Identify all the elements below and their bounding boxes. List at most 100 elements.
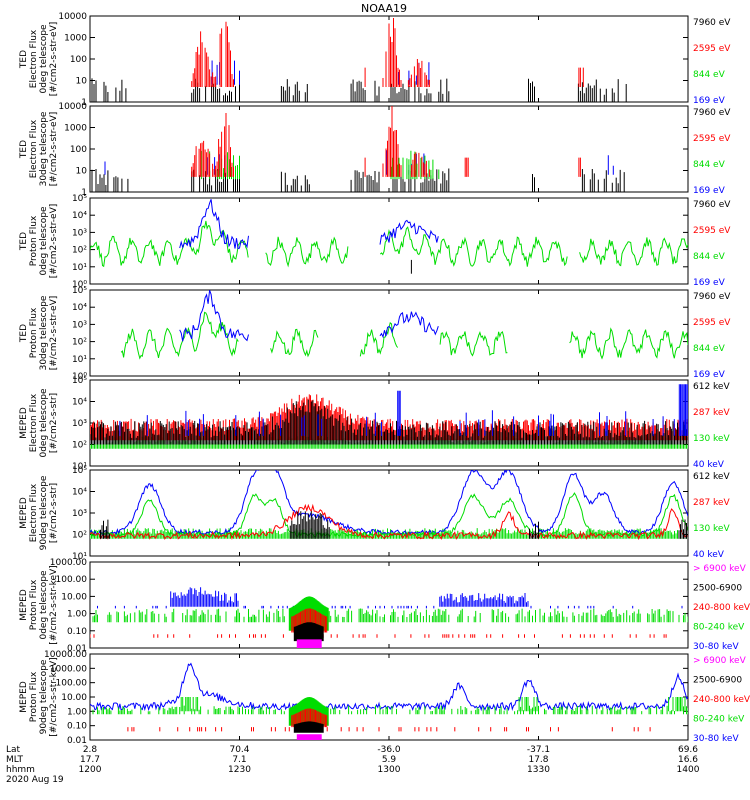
series-red	[191, 18, 584, 87]
y-axis-label-line: 0deg telescope	[39, 24, 49, 94]
data-traces	[90, 470, 688, 541]
y-axis-label: TED Proton Flux 0deg telescope [#/cm2-s-str…	[19, 204, 59, 279]
legend-entry: 169 eV	[693, 96, 726, 106]
legend-entry: > 6900 keV	[693, 564, 747, 574]
footer-mlt-value: 5.9	[382, 755, 397, 765]
y-axis-label-line: TED	[19, 232, 29, 251]
legend-entry: 7960 eV	[693, 200, 731, 210]
series-red	[191, 106, 581, 177]
data-traces	[90, 199, 688, 274]
y-axis-label-line: Electron Flux	[29, 483, 39, 542]
y-tick-label: 1000.00	[50, 664, 87, 674]
data-traces	[90, 106, 625, 192]
legend-entry: 169 eV	[693, 278, 726, 288]
panel-ted-p-0: 10⁵ 10⁴ 10³ 10² 10¹ 10⁰ TED Proton Flux 0deg tel…	[19, 194, 731, 290]
legend-entry: 30-80 keV	[693, 642, 739, 652]
panel-mep-p-90: 10000.00 1000.00 100.00 10.00 1.00 0.10 0.01 ME…	[19, 650, 750, 746]
legend-entry: 612 keV	[693, 382, 730, 392]
y-axis-label: TED Proton Flux 30deg telescope [#/cm2-s-st…	[19, 295, 59, 370]
panel-mep-e-90: 10⁵ 10⁴ 10³ 10² 10¹ MEPED Electron Flux 90deg t…	[19, 466, 730, 562]
data-traces	[90, 662, 688, 740]
y-tick-label: 1.00	[67, 610, 87, 620]
legend-entry: 287 keV	[693, 408, 730, 418]
legend-entry: 40 keV	[693, 460, 725, 470]
y-tick-label: 1	[81, 188, 87, 198]
y-tick-label: 10⁵	[72, 466, 87, 476]
panel-frame	[89, 289, 689, 377]
y-axis-label-line: [#/cm2-s-str-keV]	[49, 565, 59, 644]
y-axis-label-line: Electron Flux	[29, 119, 39, 178]
series-black	[100, 511, 688, 539]
legend-entry: 844 eV	[693, 160, 726, 170]
legend-entry: 240-800 keV	[693, 603, 750, 613]
y-axis-label-line: Proton Flux	[29, 215, 39, 266]
panel-mep-p-0: 1000.00 100.00 10.00 1.00 0.10 0.01 MEPED Proto…	[19, 558, 750, 654]
series-red-core	[291, 608, 328, 633]
panel-mep-e-0: 10⁵ 10⁴ 10³ 10² 10¹ MEPED Electron Flux 0deg te…	[19, 376, 730, 472]
series-blue	[104, 150, 614, 175]
series-black	[90, 168, 625, 192]
y-axis-label-line: 0deg telescope	[39, 388, 49, 458]
y-axis-label-line: TED	[19, 324, 29, 343]
y-tick-label: 10.00	[61, 693, 87, 703]
legend-entry: 612 keV	[693, 472, 730, 482]
y-tick-label: 10⁵	[72, 194, 87, 204]
legend-entry: 844 eV	[693, 344, 726, 354]
y-tick-label: 0.01	[67, 644, 87, 654]
footer-hhmm-value: 1200	[79, 765, 102, 775]
panel-ted-e-30: 10000 1000 100 10 1 TED Electron Flux 30deg tel…	[19, 102, 731, 198]
legend-entry: 169 eV	[693, 186, 726, 196]
panel-frame	[89, 469, 689, 557]
y-axis-label-line: TED	[19, 50, 29, 69]
y-axis-label-line: Proton Flux	[29, 671, 39, 722]
y-tick-label: 10.00	[61, 592, 87, 602]
legend-entry: > 6900 keV	[693, 656, 747, 666]
y-tick-label: 10³	[72, 228, 87, 238]
y-tick-label: 10²	[72, 338, 87, 348]
y-tick-label: 1000	[64, 34, 87, 44]
y-axis-label-line: 90deg telescope	[39, 659, 49, 734]
y-axis-label-line: MEPED	[19, 407, 29, 439]
y-axis-label-line: Proton Flux	[29, 307, 39, 358]
y-axis-label-line: MEPED	[19, 681, 29, 713]
y-tick-label: 10⁵	[72, 286, 87, 296]
data-traces	[90, 18, 627, 102]
y-axis-label-line: [#/cm2-s-str]	[49, 483, 59, 543]
y-axis-label-line: [#/cm2-s-str-eV]	[49, 204, 59, 279]
legend-entry: 7960 eV	[693, 108, 731, 118]
series-black-core	[293, 721, 324, 733]
y-tick-label: 1.00	[67, 707, 87, 717]
data-traces	[90, 587, 688, 648]
series-magenta-core	[296, 639, 322, 648]
legend-entry: 30-80 keV	[693, 734, 739, 744]
data-traces	[90, 384, 688, 449]
y-tick-label: 10³	[72, 509, 87, 519]
footer-mlt-value: 7.1	[232, 755, 246, 765]
y-tick-label: 0.10	[67, 627, 87, 637]
y-tick-label: 100.00	[56, 679, 88, 689]
y-axis-label-line: [#/cm2-s-str]	[49, 393, 59, 453]
legend-entry: 844 eV	[693, 252, 726, 262]
footer-lat-value: 69.6	[678, 745, 698, 755]
series-black	[90, 399, 688, 445]
footer-lat-value: -37.1	[527, 745, 550, 755]
panel-frame	[89, 653, 689, 741]
footer-hhmm-value: 1400	[677, 765, 700, 775]
y-tick-label: 10¹	[72, 552, 87, 562]
series-red-core	[291, 708, 328, 728]
y-axis-label-line: Electron Flux	[29, 29, 39, 88]
legend-entry: 130 keV	[693, 524, 730, 534]
footer-mlt-value: 17.7	[80, 755, 100, 765]
y-tick-label: 100	[70, 145, 87, 155]
y-tick-label: 10³	[72, 419, 87, 429]
y-tick-label: 10³	[72, 320, 87, 330]
series-blue	[179, 290, 439, 342]
series-red	[127, 727, 651, 732]
footer-row-label: MLT	[6, 755, 24, 765]
footer-lat-value: 70.4	[229, 745, 249, 755]
series-blue	[90, 662, 688, 712]
y-tick-label: 10000	[58, 12, 87, 22]
footer-date: 2020 Aug 19	[6, 775, 64, 785]
